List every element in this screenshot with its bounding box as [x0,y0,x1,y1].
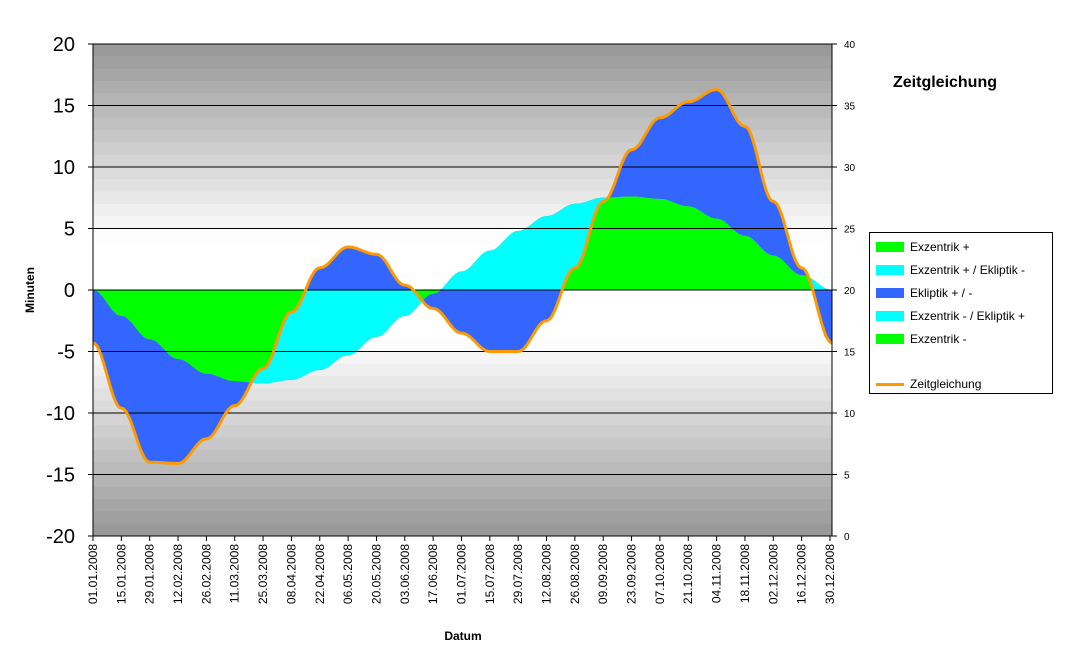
x-tick-label: 22.04.2008 [313,544,327,604]
x-tick-label: 23.09.2008 [625,544,639,604]
x-tick-label: 04.11.2008 [710,544,724,603]
y2-tick-label: 30 [844,163,856,174]
x-tick-label: 09.09.2008 [596,544,610,604]
legend-item: Exzentrik + [876,239,970,255]
legend-label: Exzentrik + / Ekliptik - [910,263,1026,277]
bg-band [93,425,832,439]
legend-item: Exzentrik - / Ekliptik + [876,308,1025,324]
bg-band [93,486,832,500]
x-tick-label: 01.01.2008 [86,544,100,604]
legend-label: Exzentrik - [910,332,967,346]
legend-item: Ekliptik + / - [876,285,972,301]
bg-band [93,474,832,488]
legend-swatch [876,382,904,386]
legend-label: Zeitgleichung [910,377,982,391]
x-tick-label: 20.05.2008 [369,544,383,604]
zeitgleichung-line [93,87,832,465]
y-tick-label: -10 [46,403,75,425]
bg-band [93,413,832,426]
bg-band [93,117,832,131]
y-tick-label: 5 [64,219,75,241]
bg-band [93,68,832,82]
x-tick-label: 30.12.2008 [823,544,837,604]
legend-item: Zeitgleichung [876,376,981,392]
y2-tick-label: 10 [844,409,856,420]
bg-band [93,400,832,414]
y2-tick-label: 40 [844,40,856,51]
x-tick-label: 29.01.2008 [143,544,157,604]
y2-tick-label: 20 [844,286,856,297]
y-tick-label: 15 [53,96,75,118]
x-tick-label: 06.05.2008 [341,544,355,604]
legend-swatch [876,288,904,298]
y2-tick-label: 35 [844,102,856,113]
bg-band [93,523,832,537]
bg-band [93,511,832,525]
legend-swatch [876,334,904,344]
x-tick-label: 01.07.2008 [454,544,468,604]
bg-band [93,388,832,402]
x-tick-label: 25.03.2008 [256,544,270,604]
x-tick-label: 02.12.2008 [766,544,780,604]
chart-title: Zeitgleichung [893,74,997,91]
x-tick-label: 15.01.2008 [114,544,128,604]
legend-item: Exzentrik + / Ekliptik - [876,262,1025,278]
legend-swatch [876,265,904,275]
bg-band [93,80,832,94]
x-tick-label: 29.07.2008 [511,544,525,604]
y-tick-label: -5 [57,342,75,364]
bg-band [93,93,832,106]
y2-tick-label: 5 [844,471,850,482]
y-tick-label: 20 [53,34,75,56]
legend-item: Exzentrik - [876,331,967,347]
x-tick-label: 11.03.2008 [228,544,242,603]
x-axis-label: Datum [444,629,481,643]
bg-band [93,44,832,57]
x-tick-label: 12.02.2008 [171,544,185,604]
bg-band [93,56,832,70]
legend-swatch [876,242,904,252]
x-tick-label: 21.10.2008 [681,544,695,604]
y2-tick-label: 15 [844,348,856,359]
bg-band [93,437,832,451]
bg-band [93,449,832,463]
y-tick-label: 0 [64,280,75,302]
y-tick-label: -20 [46,526,75,548]
legend-swatch [876,311,904,321]
y-axis-label: Minuten [23,267,37,313]
axes: 20 15 10 5 0 -5 -10 -15 -20 40 35 30 25 20 15 10 5 0 01.01… [46,34,855,604]
y2-tick-label: 25 [844,225,856,236]
y-tick-label: -15 [46,465,75,487]
series-lines [93,87,832,465]
legend-label: Ekliptik + / - [910,286,973,300]
x-tick-label: 12.08.2008 [540,544,554,604]
bg-band [93,499,832,512]
x-tick-label: 15.07.2008 [483,544,497,604]
x-tick-label: 03.06.2008 [398,544,412,604]
legend-label: Exzentrik + [910,240,970,254]
y2-tick-label: 0 [844,532,850,543]
bg-band [93,462,832,475]
x-tick-label: 26.02.2008 [199,544,213,604]
x-tick-label: 07.10.2008 [653,544,667,604]
x-tick-label: 08.04.2008 [284,544,298,604]
y-tick-label: 10 [53,157,75,179]
bg-band [93,105,832,119]
legend: Exzentrik + Exzentrik + / Ekliptik - Eklip… [869,232,1053,394]
x-tick-label: 26.08.2008 [568,544,582,604]
x-tick-label: 18.11.2008 [738,544,752,603]
x-tick-label: 17.06.2008 [426,544,440,604]
x-tick-label: 16.12.2008 [795,544,809,604]
legend-label: Exzentrik - / Ekliptik + [910,309,1026,323]
